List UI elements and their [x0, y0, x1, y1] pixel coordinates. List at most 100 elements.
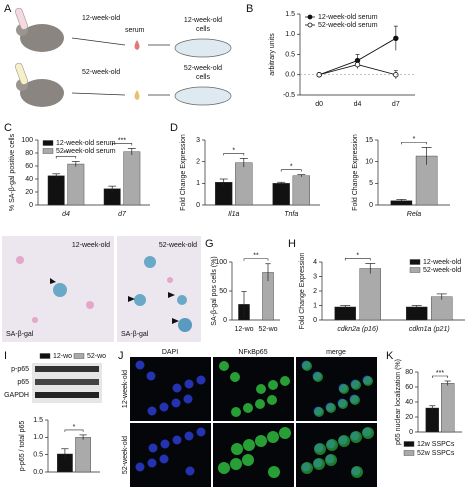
band-label: p65 [17, 379, 29, 386]
legend-label: 12-wo [53, 353, 72, 360]
y-tick-label: 3 [313, 273, 317, 280]
bar [272, 183, 290, 206]
y-axis-label: % SA-β-gal positive cells [9, 133, 16, 211]
y-tick-label: 0 [29, 202, 33, 209]
significance: * [73, 424, 76, 431]
x-tick-label: d7 [118, 211, 127, 218]
label: cells [196, 26, 211, 33]
mouse [20, 79, 64, 107]
nucleus [172, 435, 182, 445]
bar [334, 306, 356, 321]
nfkb-signal [351, 380, 361, 390]
y-tick-label: 50 [219, 288, 227, 295]
nucleus [146, 371, 156, 381]
cell [177, 295, 187, 305]
y-tick-label: 0 [313, 317, 317, 324]
point [393, 35, 399, 41]
cell [16, 256, 24, 264]
x-tick-label: d7 [392, 101, 400, 108]
label: cells [196, 74, 211, 81]
y-axis-label: Fold Change Expression [299, 253, 306, 330]
bar [441, 383, 455, 433]
y-tick-label: 60 [405, 384, 413, 391]
legend-label: 52-wo [87, 353, 106, 360]
significance-bracket [344, 258, 371, 261]
x-tick-label: Rela [407, 211, 422, 218]
significance: * [290, 164, 293, 171]
y-tick-label: 0 [223, 317, 227, 324]
y-tick-label: -0.5 [283, 92, 295, 99]
charts: -0.5 0.0 0.5 1.0 1.5 arbitrary units d0 d4 d7 12-… [9, 11, 465, 476]
significance-bracket [223, 153, 245, 156]
significance: ** [253, 253, 259, 260]
nucleus [172, 383, 182, 393]
nfkb-signal [314, 407, 324, 417]
label: 52-week-old [159, 242, 197, 249]
y-tick-label: 0.0 [285, 72, 295, 79]
arrowhead [50, 278, 56, 284]
y-tick-label: 0 [196, 202, 200, 209]
legend-label: 12-week-old [423, 259, 461, 266]
y-tick-label: 40 [25, 176, 33, 183]
y-tick-label: 0 [369, 202, 373, 209]
arrowhead [128, 296, 135, 302]
label: 52-week-old [82, 69, 120, 76]
nfkb-signal [267, 431, 279, 443]
nfkb-signal [362, 427, 374, 439]
nfkb-signal [313, 458, 325, 470]
serum-drop [134, 40, 140, 50]
nucleus [147, 406, 157, 416]
y-tick-label: 5 [369, 180, 373, 187]
serum-drop [134, 90, 140, 100]
x-tick-label: Il1a [228, 211, 239, 218]
y-tick-label: 1 [313, 302, 317, 309]
panel-label: G [205, 238, 214, 250]
nfkb-signal [339, 384, 349, 394]
bar [235, 162, 253, 206]
cell [144, 256, 156, 268]
nfkb-signal [338, 435, 350, 447]
significance-bracket [280, 169, 302, 172]
y-tick-label: 1.5 [285, 11, 295, 18]
significance: * [413, 136, 416, 143]
y-tick-label: 1.0 [33, 434, 43, 441]
panel-label: I [4, 350, 7, 362]
y-tick-label: 1.0 [285, 31, 295, 38]
y-tick-label: 0.5 [285, 51, 295, 58]
nucleus [196, 375, 206, 385]
nfkb-signal [230, 372, 240, 382]
significance-bracket [432, 375, 448, 378]
label: 52-week-old [184, 65, 222, 72]
nfkb-signal [230, 458, 242, 470]
panel-label: A [4, 3, 12, 15]
nfkb-signal [363, 376, 373, 386]
label: 12-week-old [184, 17, 222, 24]
legend-swatch [403, 441, 415, 447]
label: SA-β-gal [6, 331, 34, 338]
nucleus [196, 427, 206, 437]
legend-swatch [39, 353, 51, 359]
band [35, 366, 99, 372]
band-label: p-p65 [11, 366, 29, 373]
nfkb-signal [326, 439, 338, 451]
bar [47, 175, 65, 206]
legend-swatch [409, 259, 421, 265]
legend-marker [307, 14, 313, 20]
legend-swatch [42, 140, 54, 146]
x-tick-label: cdkn2a (p16) [337, 326, 378, 333]
significance: *** [118, 137, 126, 144]
y-tick-label: 0.5 [33, 452, 43, 459]
row-label: 12-week-old [122, 370, 129, 408]
nucleus [135, 462, 145, 472]
y-tick-label: 0.0 [33, 469, 43, 476]
cell [134, 294, 146, 306]
panel-i-blot: p-p65 p65 GAPDH [4, 363, 102, 403]
cell [32, 317, 38, 323]
nfkb-signal [325, 454, 337, 466]
panel-label: K [386, 350, 394, 362]
y-tick-label: 2 [196, 159, 200, 166]
nfkb-signal [350, 395, 360, 405]
y-tick-label: 1 [196, 180, 200, 187]
legend-swatch [42, 148, 54, 154]
cell [86, 301, 94, 309]
